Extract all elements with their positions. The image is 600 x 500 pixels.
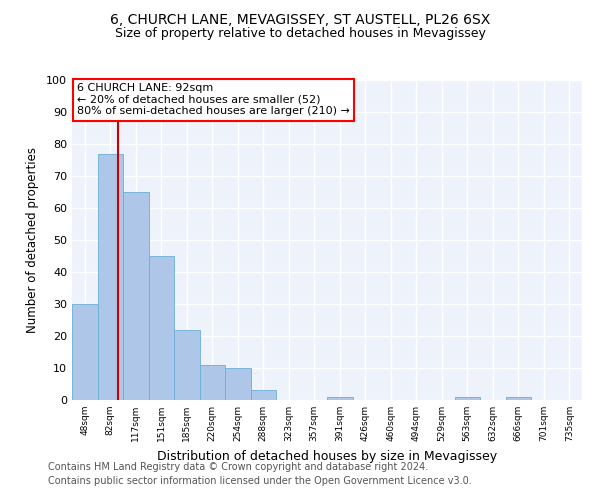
Text: Contains HM Land Registry data © Crown copyright and database right 2024.: Contains HM Land Registry data © Crown c… — [48, 462, 428, 472]
Bar — [251, 390, 276, 400]
Bar — [97, 154, 123, 400]
Text: 6, CHURCH LANE, MEVAGISSEY, ST AUSTELL, PL26 6SX: 6, CHURCH LANE, MEVAGISSEY, ST AUSTELL, … — [110, 12, 490, 26]
Bar — [149, 256, 174, 400]
Bar — [225, 368, 251, 400]
Y-axis label: Number of detached properties: Number of detached properties — [26, 147, 39, 333]
Bar — [455, 397, 480, 400]
Bar — [327, 397, 353, 400]
Text: 6 CHURCH LANE: 92sqm
← 20% of detached houses are smaller (52)
80% of semi-detac: 6 CHURCH LANE: 92sqm ← 20% of detached h… — [77, 83, 350, 116]
Bar — [72, 304, 97, 400]
Bar — [123, 192, 149, 400]
X-axis label: Distribution of detached houses by size in Mevagissey: Distribution of detached houses by size … — [157, 450, 497, 462]
Bar — [505, 397, 531, 400]
Text: Contains public sector information licensed under the Open Government Licence v3: Contains public sector information licen… — [48, 476, 472, 486]
Bar — [174, 330, 199, 400]
Text: Size of property relative to detached houses in Mevagissey: Size of property relative to detached ho… — [115, 28, 485, 40]
Bar — [199, 365, 225, 400]
